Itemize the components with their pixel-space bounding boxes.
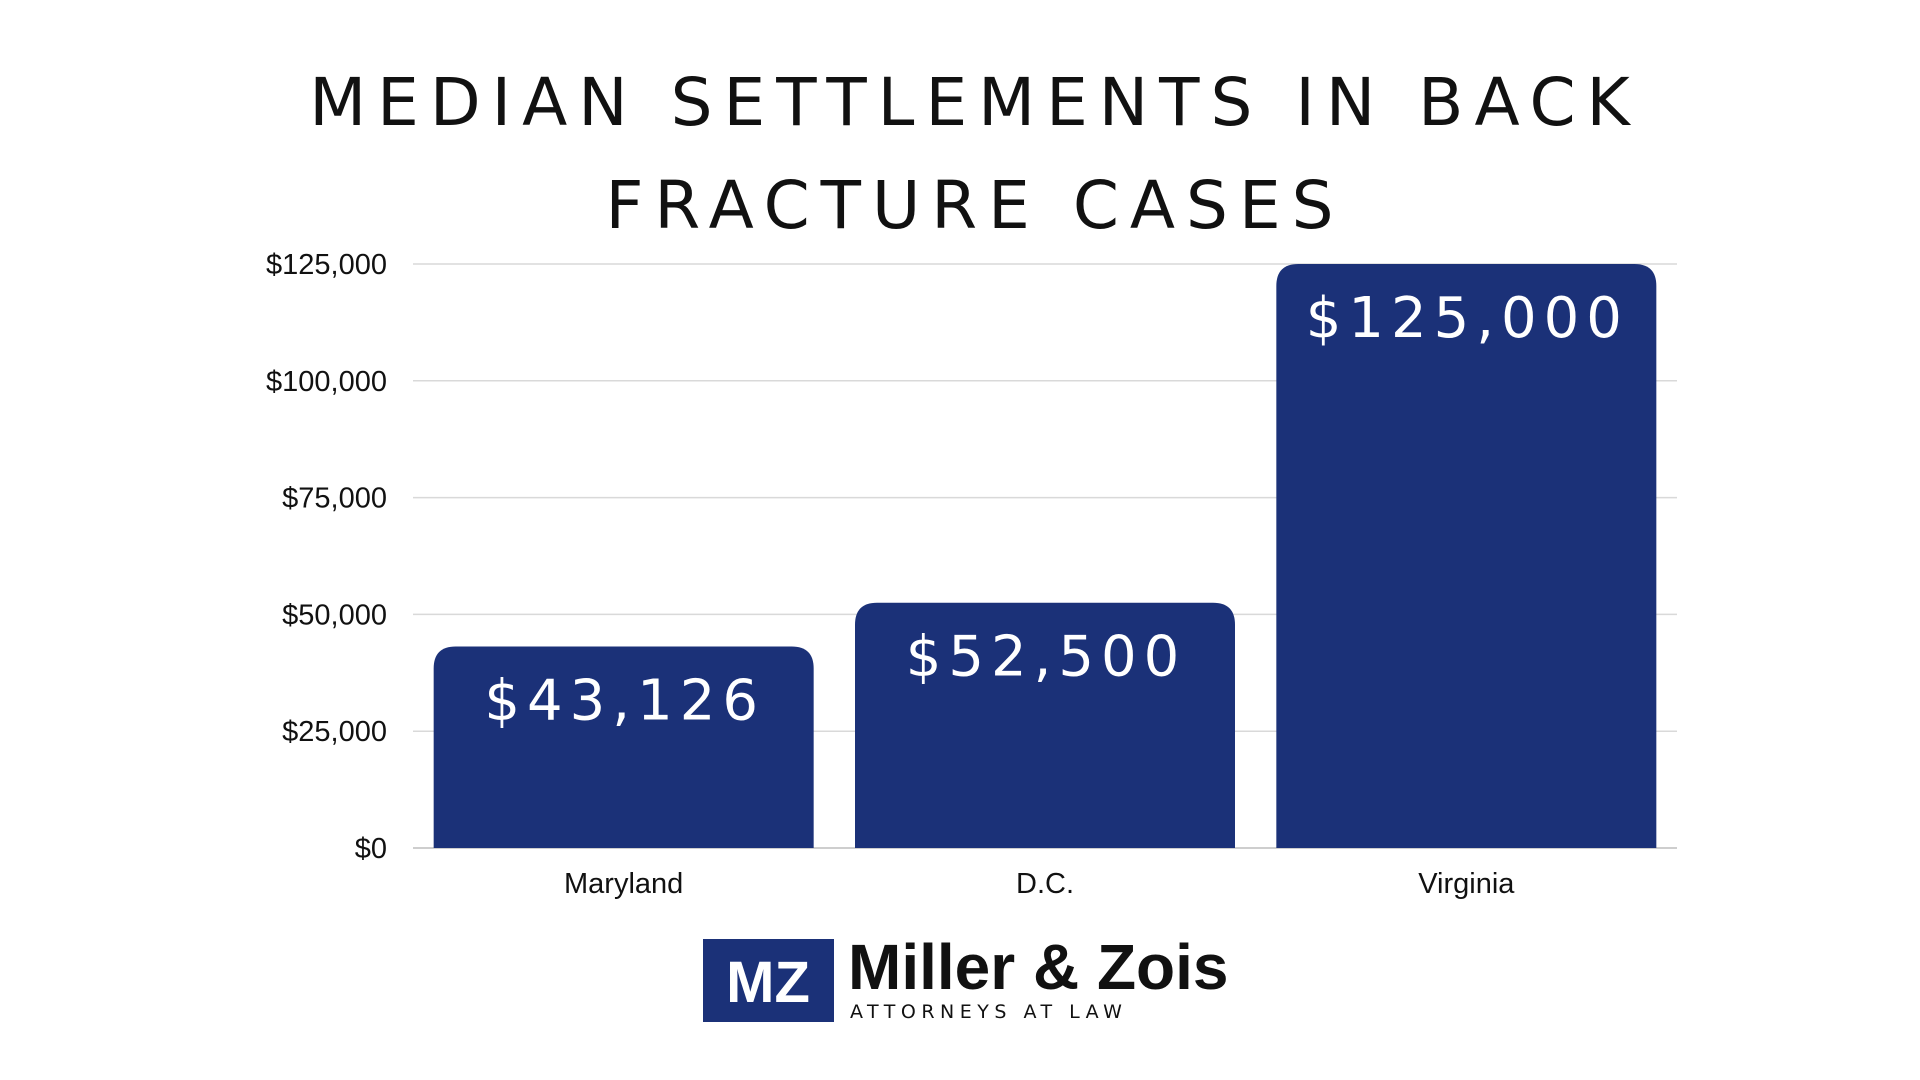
bar-value-label: $52,500 bbox=[906, 625, 1187, 690]
bar-value-label: $125,000 bbox=[1306, 286, 1629, 351]
bars bbox=[433, 264, 1657, 848]
chart-title-line-2: FRACTURE CASES bbox=[605, 167, 1344, 244]
y-tick-label: $50,000 bbox=[282, 599, 387, 631]
chart-title-line-1: MEDIAN SETTLEMENTS IN BACK bbox=[309, 64, 1641, 141]
chart-title: MEDIAN SETTLEMENTS IN BACK FRACTURE CASE… bbox=[309, 64, 1641, 244]
company-logo: MZ Miller & Zois ATTORNEYS AT LAW bbox=[703, 931, 1229, 1023]
logo-company-name: Miller & Zois bbox=[848, 931, 1229, 1003]
bar-value-labels: $43,126 $52,500 $125,000 bbox=[484, 286, 1629, 734]
bar-value-label: $43,126 bbox=[484, 669, 765, 734]
bar-virginia bbox=[1276, 264, 1657, 848]
x-category-label: Maryland bbox=[564, 868, 683, 900]
x-axis-category-labels: Maryland D.C. Virginia bbox=[564, 868, 1515, 900]
y-tick-label: $125,000 bbox=[266, 249, 387, 281]
y-tick-label: $25,000 bbox=[282, 716, 387, 748]
y-axis-tick-labels: $0 $25,000 $50,000 $75,000 $100,000 $125,000 bbox=[266, 249, 387, 865]
bar-maryland bbox=[433, 646, 814, 848]
x-category-label: Virginia bbox=[1418, 868, 1515, 900]
y-tick-label: $0 bbox=[355, 833, 387, 865]
logo-mark-box bbox=[703, 939, 834, 1022]
logo-mark-text: MZ bbox=[726, 950, 810, 1015]
y-tick-label: $75,000 bbox=[282, 483, 387, 515]
x-category-label: D.C. bbox=[1016, 868, 1074, 900]
logo-tagline: ATTORNEYS AT LAW bbox=[850, 1001, 1127, 1023]
y-tick-label: $100,000 bbox=[266, 366, 387, 398]
bar-d-c bbox=[855, 602, 1235, 848]
